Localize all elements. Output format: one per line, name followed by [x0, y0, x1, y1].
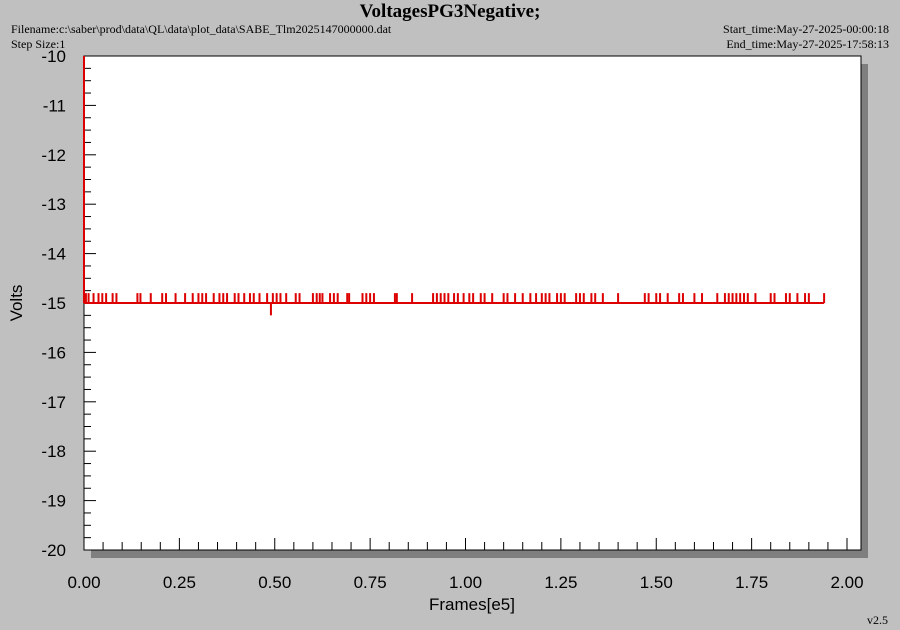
- chart-title: VoltagesPG3Negative;: [359, 1, 541, 22]
- filename-label: Filename:c:\saber\prod\data\QL\data\plot…: [11, 22, 392, 36]
- x-tick-label: 1.75: [735, 573, 768, 592]
- y-tick-label: -10: [41, 47, 66, 66]
- x-tick-label: 0.25: [163, 573, 196, 592]
- y-tick-label: -19: [41, 492, 66, 511]
- y-tick-label: -16: [41, 343, 66, 362]
- y-tick-label: -14: [41, 245, 66, 264]
- y-tick-label: -13: [41, 195, 66, 214]
- end-time-label: End_time:May-27-2025-17:58:13: [726, 37, 889, 51]
- y-tick-label: -17: [41, 393, 66, 412]
- y-tick-label: -18: [41, 442, 66, 461]
- y-axis-title: Volts: [7, 285, 26, 322]
- x-tick-label: 1.50: [640, 573, 673, 592]
- version-label: v2.5: [867, 613, 888, 627]
- x-tick-label: 0.75: [354, 573, 387, 592]
- y-tick-label: -11: [43, 96, 66, 115]
- x-tick-label: 0.00: [67, 573, 100, 592]
- y-tick-label: -12: [41, 146, 66, 165]
- x-tick-label: 2.00: [830, 573, 863, 592]
- x-tick-label: 1.00: [449, 573, 482, 592]
- y-tick-label: -15: [41, 294, 66, 313]
- x-tick-label: 1.25: [544, 573, 577, 592]
- start-time-label: Start_time:May-27-2025-00:00:18: [723, 22, 889, 36]
- y-tick-label: -20: [41, 541, 66, 560]
- step-size-label: Step Size:1: [11, 37, 66, 51]
- x-axis-title: Frames[e5]: [429, 595, 515, 614]
- x-tick-label: 0.50: [258, 573, 291, 592]
